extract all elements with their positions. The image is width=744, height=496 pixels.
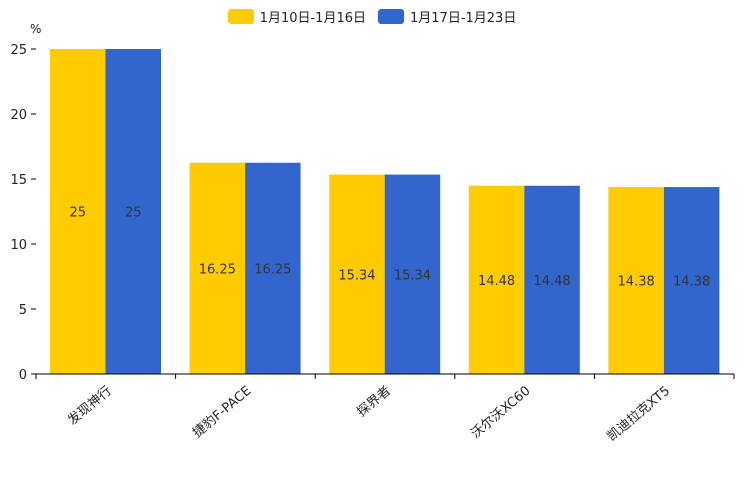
x-category-label: 沃尔沃XC60 [468, 384, 533, 442]
legend: 1月10日-1月16日 1月17日-1月23日 [0, 7, 744, 26]
y-tick-label: 5 [19, 303, 27, 318]
legend-label-series-1: 1月10日-1月16日 [259, 11, 366, 26]
data-label-series-2: 25 [125, 206, 142, 221]
x-category-label: 捷豹F-PACE [190, 384, 254, 441]
legend-item-series-2[interactable]: 1月17日-1月23日 [378, 7, 516, 26]
legend-swatch-series-2 [378, 9, 404, 24]
data-label-series-1: 25 [69, 206, 86, 221]
legend-item-series-1[interactable]: 1月10日-1月16日 [227, 7, 366, 26]
data-label-series-1: 14.38 [618, 275, 655, 290]
y-tick-label: 0 [19, 368, 27, 383]
y-tick-label: 25 [10, 43, 27, 58]
data-label-series-2: 15.34 [394, 268, 431, 283]
bar-series-1 [329, 174, 385, 374]
y-tick-label: 10 [10, 238, 27, 253]
bar-series-1 [50, 49, 106, 374]
data-label-series-2: 14.38 [673, 275, 710, 290]
data-label-series-1: 15.34 [338, 268, 375, 283]
data-label-series-1: 14.48 [478, 274, 515, 289]
x-category-label: 探界者 [354, 384, 394, 421]
data-label-series-2: 16.25 [254, 262, 291, 277]
data-label-series-2: 14.48 [533, 274, 570, 289]
y-tick-label: 15 [10, 173, 27, 188]
bar-series-2 [524, 185, 580, 374]
bar-series-2 [105, 49, 161, 374]
legend-label-series-2: 1月17日-1月23日 [410, 11, 517, 26]
x-category-label: 凯迪拉克XT5 [605, 384, 674, 445]
y-axis-unit-label: % [30, 22, 41, 36]
bar-series-2 [384, 174, 441, 374]
bar-series-1 [608, 187, 664, 374]
data-label-series-1: 16.25 [199, 262, 236, 277]
legend-swatch-series-1 [227, 9, 254, 24]
bar-series-1 [468, 185, 525, 374]
bar-series-2 [663, 187, 720, 374]
x-category-label: 发现神行 [65, 383, 115, 429]
bar-series-1 [189, 162, 246, 374]
y-tick-label: 20 [10, 108, 27, 123]
bar-series-2 [245, 162, 301, 374]
